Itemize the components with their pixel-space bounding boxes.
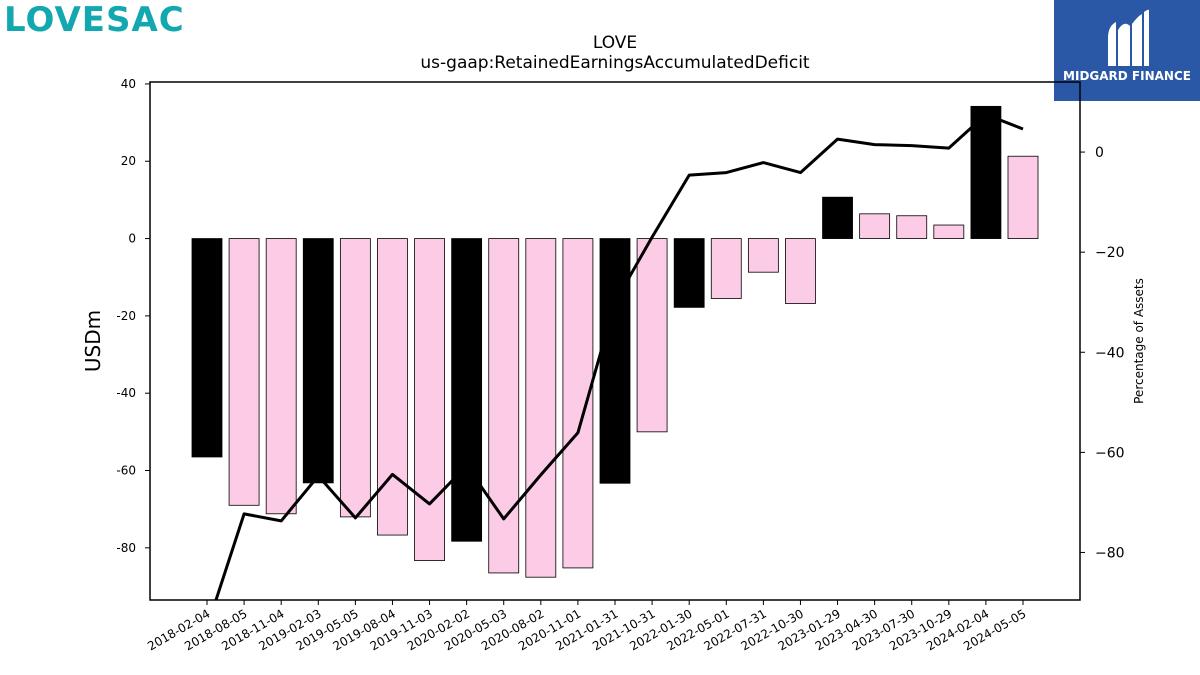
percentage-of-assets-line xyxy=(214,113,1024,600)
y2-tick-label: −60 xyxy=(1095,445,1125,461)
plot-frame xyxy=(149,81,1081,601)
bar-2018-02-04 xyxy=(191,238,223,458)
bar-2019-05-05 xyxy=(339,238,371,518)
y2-axis-label: Percentage of Assets xyxy=(1132,278,1146,404)
y-tick-label: -20 xyxy=(116,309,136,323)
y-tick-label: 20 xyxy=(121,154,136,168)
bar-2020-11-01 xyxy=(562,238,594,569)
chart-subtitle: us-gaap:RetainedEarningsAccumulatedDefic… xyxy=(420,53,810,73)
bar-2021-01-31 xyxy=(599,238,631,484)
chart-title: LOVE xyxy=(593,33,637,53)
bar-2024-05-05 xyxy=(1007,155,1039,239)
bar-2022-01-30 xyxy=(673,238,705,308)
y-axis-right: 0 −20 −40 −60 −80 xyxy=(1080,145,1125,561)
bar-2021-10-31 xyxy=(636,238,668,433)
bar-2019-02-03 xyxy=(302,238,334,484)
bar-2024-02-04 xyxy=(970,105,1002,239)
bar-2023-01-29 xyxy=(822,196,853,239)
midgard-finance-logo: MIDGARD FINANCE xyxy=(1054,0,1200,101)
bar-2020-05-03 xyxy=(488,238,520,574)
bar-2023-04-30 xyxy=(859,213,891,239)
y2-tick-label: −20 xyxy=(1095,245,1125,261)
bar-2023-10-29 xyxy=(933,224,965,239)
bar-2022-10-30 xyxy=(785,238,816,304)
y-tick-label: -60 xyxy=(116,464,136,478)
y-axis-left: 40 20 0 -20 -40 -60 -80 xyxy=(116,77,150,555)
y2-tick-label: −40 xyxy=(1095,345,1125,361)
y-tick-label: 0 xyxy=(128,232,136,246)
y-axis-label: USDm xyxy=(81,310,105,372)
lovesac-logo: LOVESAC xyxy=(4,0,185,40)
y-tick-label: 40 xyxy=(121,77,136,91)
bar-2018-08-05 xyxy=(228,238,260,506)
bar-2020-02-02 xyxy=(451,238,483,542)
bar-2022-05-01 xyxy=(710,238,742,299)
bar-2019-11-03 xyxy=(414,238,445,561)
midgard-mark-icon xyxy=(1108,9,1149,66)
bar-2019-08-04 xyxy=(377,238,408,536)
bar-2023-07-30 xyxy=(896,215,928,239)
bar-2018-11-04 xyxy=(265,238,297,515)
y-tick-label: -40 xyxy=(116,386,136,400)
midgard-finance-label: MIDGARD FINANCE xyxy=(1063,69,1191,83)
bar-2022-07-31 xyxy=(747,238,779,273)
y-tick-label: -80 xyxy=(116,541,136,555)
bars-group xyxy=(191,105,1039,578)
y2-tick-label: −80 xyxy=(1095,545,1125,561)
y2-tick-label: 0 xyxy=(1095,145,1104,161)
bar-2020-08-02 xyxy=(525,238,557,578)
x-axis: 2018-02-042018-08-052018-11-042019-02-03… xyxy=(145,600,1029,653)
